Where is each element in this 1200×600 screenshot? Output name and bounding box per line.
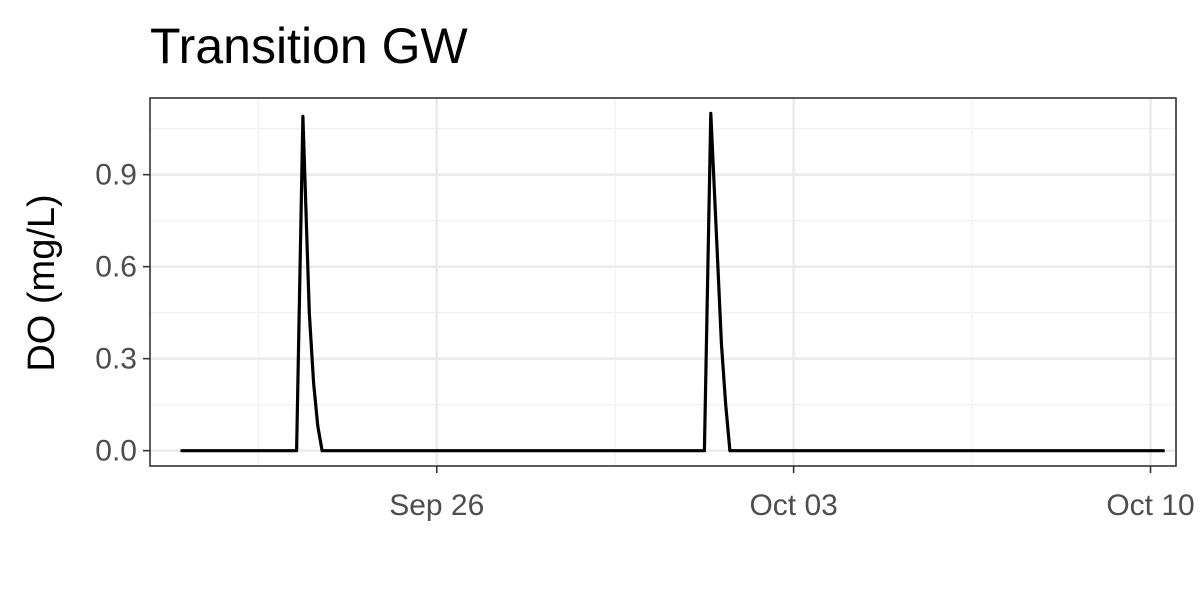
minor-gridlines (150, 98, 1176, 466)
y-axis-label: DO (mg/L) (21, 194, 63, 371)
y-tick-label: 0.0 (95, 435, 137, 468)
y-axis: 0.0 0.3 0.6 0.9 (95, 159, 150, 468)
chart-title: Transition GW (150, 18, 468, 74)
series-layer (180, 111, 1165, 453)
y-tick-label: 0.3 (95, 343, 137, 376)
x-tick-label: Oct 10 (1106, 489, 1194, 522)
panel-border (149, 97, 1177, 467)
x-tick-label: Oct 03 (749, 489, 837, 522)
major-gridlines (150, 98, 1176, 466)
y-tick-label: 0.6 (95, 251, 137, 284)
y-tick-label: 0.9 (95, 159, 137, 192)
series-line (180, 111, 1165, 453)
x-tick-label: Sep 26 (389, 489, 484, 522)
x-axis: Sep 26 Oct 03 Oct 10 (389, 466, 1195, 522)
